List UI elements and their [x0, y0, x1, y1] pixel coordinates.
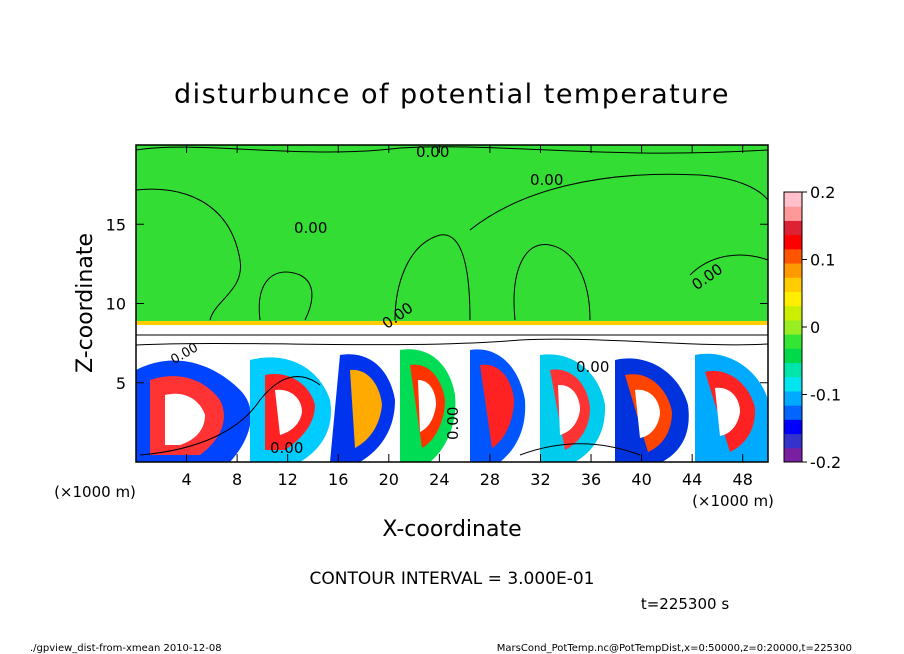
- contour-label: 0.00: [530, 171, 563, 189]
- footer-left: ./gpview_dist-from-xmean 2010-12-08: [30, 643, 222, 654]
- colorbar-swatch: [784, 362, 802, 378]
- colorbar-tick-label: -0.2: [810, 453, 841, 472]
- x-tick-label: 8: [232, 470, 242, 489]
- y-axis-ticks: 5 10 15: [106, 215, 768, 393]
- convective-cells: [136, 349, 768, 462]
- x-tick-label: 44: [682, 470, 702, 489]
- colorbar-swatch: [784, 348, 802, 364]
- contour-label: 0.00: [444, 407, 462, 440]
- x-tick-label: 20: [379, 470, 399, 489]
- contour-label: 0.00: [576, 358, 609, 376]
- chart-title: disturbunce of potential temperature: [174, 79, 730, 110]
- colorbar-tick-label: 0: [810, 318, 820, 337]
- colorbar-swatch: [784, 319, 802, 335]
- colorbar-swatch: [784, 405, 802, 420]
- contour-label: 0.00: [294, 219, 327, 237]
- x-tick-label: 16: [328, 470, 348, 489]
- y-tick-label: 10: [106, 295, 126, 314]
- contour-interval-text: CONTOUR INTERVAL = 3.000E-01: [310, 569, 595, 589]
- colorbar-swatch: [784, 390, 802, 406]
- colorbar: [784, 192, 802, 463]
- colorbar-swatch: [784, 206, 802, 221]
- x-tick-label: 12: [278, 470, 298, 489]
- colorbar-swatch: [784, 305, 802, 321]
- x-tick-label: 32: [530, 470, 550, 489]
- x-unit-label: (×1000 m): [692, 492, 774, 510]
- upper-layer-field: [136, 145, 768, 323]
- colorbar-swatch: [784, 263, 802, 278]
- colorbar-tick-label: -0.1: [810, 386, 841, 405]
- colorbar-swatch: [784, 291, 802, 307]
- colorbar-swatch: [784, 433, 802, 449]
- x-axis-ticks: 4 8 12 16 20 24 28 32 36 40 44 48: [181, 145, 753, 489]
- colorbar-tick-label: 0.2: [810, 183, 835, 202]
- colorbar-swatch: [784, 220, 802, 236]
- contour-lines: [136, 146, 768, 456]
- x-tick-label: 40: [631, 470, 651, 489]
- colorbar-swatch: [784, 447, 802, 463]
- x-tick-label: 28: [480, 470, 500, 489]
- contour-label: 0.00: [416, 143, 449, 161]
- colorbar-swatch: [784, 277, 802, 292]
- footer-right: MarsCond_PotTemp.nc@PotTempDist,x=0:5000…: [497, 643, 852, 654]
- x-tick-label: 4: [181, 470, 191, 489]
- contour-label: 0.00: [270, 439, 303, 457]
- time-text: t=225300 s: [641, 595, 729, 613]
- colorbar-swatch: [784, 248, 802, 264]
- plot-area: [136, 145, 768, 462]
- colorbar-swatch: [784, 234, 802, 250]
- y-tick-label: 5: [116, 374, 126, 393]
- x-tick-label: 48: [733, 470, 753, 489]
- colorbar-swatch: [784, 419, 802, 435]
- inversion-band: [136, 321, 768, 325]
- colorbar-swatch: [784, 376, 802, 392]
- x-tick-label: 36: [581, 470, 601, 489]
- colorbar-swatch: [784, 334, 802, 349]
- y-axis-label: Z-coordinate: [73, 233, 98, 373]
- colorbar-ticks: 0.2 0.1 0 -0.1 -0.2: [802, 183, 841, 472]
- y-unit-label: (×1000 m): [54, 483, 136, 501]
- x-tick-label: 24: [429, 470, 449, 489]
- y-tick-label: 15: [106, 215, 126, 234]
- colorbar-tick-label: 0.1: [810, 251, 835, 270]
- x-axis-label: X-coordinate: [382, 517, 521, 542]
- colorbar-swatch: [784, 192, 802, 207]
